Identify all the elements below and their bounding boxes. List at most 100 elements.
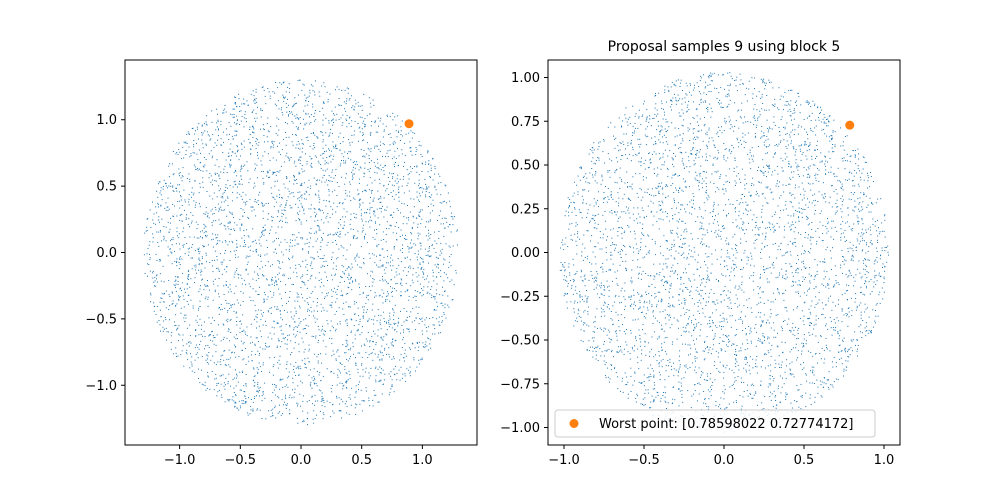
right-sample-point [666,141,668,143]
right-sample-point [715,249,717,251]
left-sample-point [266,170,268,172]
left-sample-point [275,159,277,161]
left-sample-point [379,208,381,209]
left-sample-point [428,163,430,165]
right-sample-point [708,223,710,225]
right-sample-point [596,280,598,282]
left-sample-point [372,303,374,305]
left-sample-point [212,155,214,157]
left-sample-point [223,192,225,194]
left-sample-point [160,231,161,233]
left-sample-point [347,153,348,155]
right-sample-point [836,193,838,195]
left-sample-point [256,313,258,315]
left-sample-point [236,338,238,339]
left-sample-point [236,299,238,301]
left-sample-point [283,275,285,277]
left-sample-point [276,322,278,324]
left-sample-point [429,220,431,222]
left-sample-point [309,155,311,157]
left-sample-point [264,141,265,143]
left-sample-point [215,234,216,236]
left-sample-point [434,264,436,266]
right-sample-point [614,271,616,273]
left-sample-point [382,156,383,157]
left-sample-point [348,273,350,275]
left-sample-point [261,171,263,172]
left-sample-point [333,287,335,289]
left-sample-point [260,116,262,118]
left-sample-point [281,216,283,218]
left-sample-point [419,187,421,188]
left-sample-point [305,153,306,155]
left-sample-point [213,220,215,222]
left-sample-point [178,168,180,170]
left-sample-point [153,222,155,224]
left-sample-point [419,292,421,294]
left-sample-point [213,213,215,214]
left-sample-point [279,355,281,357]
left-sample-point [352,235,354,237]
left-sample-point [262,266,263,268]
right-sample-point [749,152,751,154]
right-sample-point [721,249,723,251]
right-sample-point [651,368,653,369]
left-sample-point [300,185,302,186]
right-sample-point [809,142,811,144]
left-sample-point [231,135,233,137]
right-sample-point [821,160,823,162]
left-sample-point [299,200,301,202]
left-sample-point [274,198,276,200]
left-sample-point [234,96,235,98]
left-sample-point [303,198,305,200]
left-sample-point [221,263,223,265]
left-sample-point [452,218,454,220]
left-sample-point [217,119,219,121]
left-sample-point [413,198,415,200]
left-sample-point [338,248,340,250]
left-sample-point [346,87,348,89]
left-sample-point [232,108,234,110]
left-sample-point [319,249,321,250]
left-sample-point [307,424,308,426]
left-sample-point [262,226,264,228]
left-sample-point [285,204,287,206]
left-sample-point [392,176,394,178]
left-sample-point [191,365,193,367]
left-sample-point [256,101,258,103]
left-sample-point [412,274,414,276]
right-sample-point [736,76,738,78]
left-sample-point [323,102,325,104]
left-sample-point [205,226,207,228]
left-sample-point [227,226,229,228]
left-sample-point [338,355,340,357]
right-sample-point [759,339,761,341]
left-sample-point [390,265,391,267]
left-sample-point [212,265,214,267]
right-sample-point [597,148,599,150]
left-sample-point [438,316,440,318]
left-sample-point [298,118,300,120]
left-sample-point [239,111,241,112]
right-sample-point [619,264,621,266]
left-sample-point [456,244,458,246]
left-sample-point [220,383,222,385]
left-sample-point [260,245,262,247]
right-sample-point [589,204,591,206]
left-sample-point [359,203,361,205]
left-sample-point [428,192,430,194]
left-sample-point [322,169,324,171]
left-sample-point [296,236,298,238]
left-sample-point [410,311,412,313]
left-sample-point [385,125,387,127]
left-sample-point [427,286,429,288]
right-sample-point [726,407,728,409]
left-sample-point [208,289,210,291]
left-sample-point [449,200,451,202]
left-sample-point [339,202,341,203]
left-sample-point [234,102,236,104]
left-sample-point [380,144,381,146]
left-sample-point [290,340,292,342]
right-sample-point [849,241,851,243]
left-sample-point [176,151,178,153]
